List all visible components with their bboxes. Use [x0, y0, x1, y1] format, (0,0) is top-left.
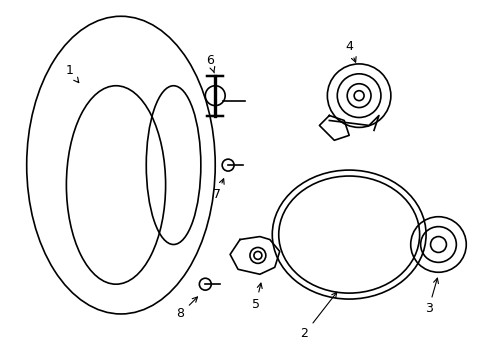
- Text: 4: 4: [345, 40, 355, 62]
- Text: 3: 3: [424, 278, 438, 315]
- Text: 8: 8: [176, 297, 197, 320]
- Text: 6: 6: [206, 54, 214, 73]
- Text: 5: 5: [251, 283, 262, 311]
- Text: 1: 1: [65, 64, 79, 82]
- Text: 7: 7: [213, 179, 224, 201]
- Text: 2: 2: [300, 292, 336, 340]
